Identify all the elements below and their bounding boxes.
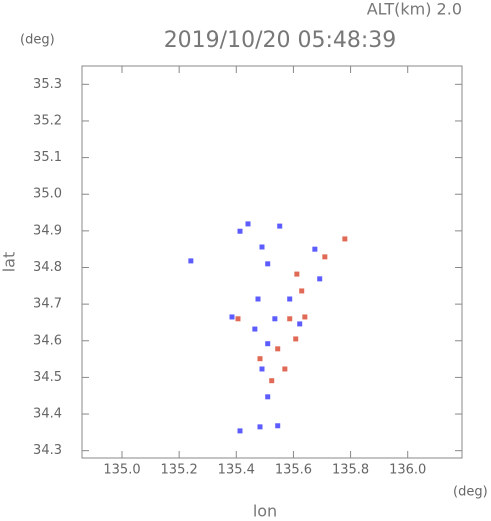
y-tick-label: 34.3 <box>33 443 62 458</box>
y-tick-label: 34.9 <box>33 223 62 238</box>
y-tick-label: 34.4 <box>33 407 62 422</box>
echo-point <box>342 236 348 242</box>
echo-point <box>237 228 243 234</box>
echo-point <box>265 394 271 400</box>
y-tick-label: 34.6 <box>33 333 62 348</box>
echo-point <box>312 246 318 252</box>
echo-point <box>293 336 299 342</box>
echo-point <box>229 314 235 320</box>
y-tick-label: 34.5 <box>33 370 62 385</box>
y-tick-label: 35.2 <box>33 113 62 128</box>
echo-point <box>282 366 288 372</box>
echo-point <box>287 316 293 322</box>
y-unit: (deg) <box>20 33 55 48</box>
echo-point <box>269 378 275 384</box>
x-tick-label: 135.0 <box>103 463 140 478</box>
echo-point <box>275 423 281 429</box>
echo-point <box>275 346 281 352</box>
echo-point <box>265 261 271 267</box>
echo-point <box>322 254 328 260</box>
echo-point <box>235 316 241 322</box>
echo-point <box>265 341 271 347</box>
echo-point <box>259 244 265 250</box>
x-tick-label: 135.6 <box>275 463 312 478</box>
plot-frame <box>81 65 463 459</box>
echo-point <box>287 296 293 302</box>
y-tick-label: 35.0 <box>33 187 62 202</box>
y-tick-label: 35.3 <box>33 77 62 92</box>
echo-point <box>259 366 265 372</box>
echo-point <box>188 258 194 264</box>
echo-point <box>255 296 261 302</box>
chart-title: 2019/10/20 05:48:39 <box>164 28 397 53</box>
y-tick-label: 35.1 <box>33 150 62 165</box>
echo-point <box>257 356 263 362</box>
echo-point <box>302 314 308 320</box>
echo-point <box>299 288 305 294</box>
x-unit: (deg) <box>453 485 488 500</box>
echo-point <box>297 321 303 327</box>
y-tick-label: 34.8 <box>33 260 62 275</box>
y-axis-label: lat <box>0 252 19 273</box>
y-tick-label: 34.7 <box>33 297 62 312</box>
echo-point <box>252 326 258 332</box>
x-tick-label: 135.4 <box>218 463 255 478</box>
altitude-label: ALT(km) 2.0 <box>367 0 462 19</box>
echo-point <box>237 428 243 434</box>
x-tick-label: 135.2 <box>161 463 198 478</box>
echo-point <box>245 221 251 227</box>
echo-point <box>257 424 263 430</box>
echo-point <box>317 276 323 282</box>
echo-point <box>294 271 300 277</box>
x-axis-label: lon <box>253 502 277 521</box>
x-tick-label: 136.0 <box>389 463 426 478</box>
echo-point <box>272 316 278 322</box>
echo-point <box>277 223 283 229</box>
x-tick-label: 135.8 <box>332 463 369 478</box>
